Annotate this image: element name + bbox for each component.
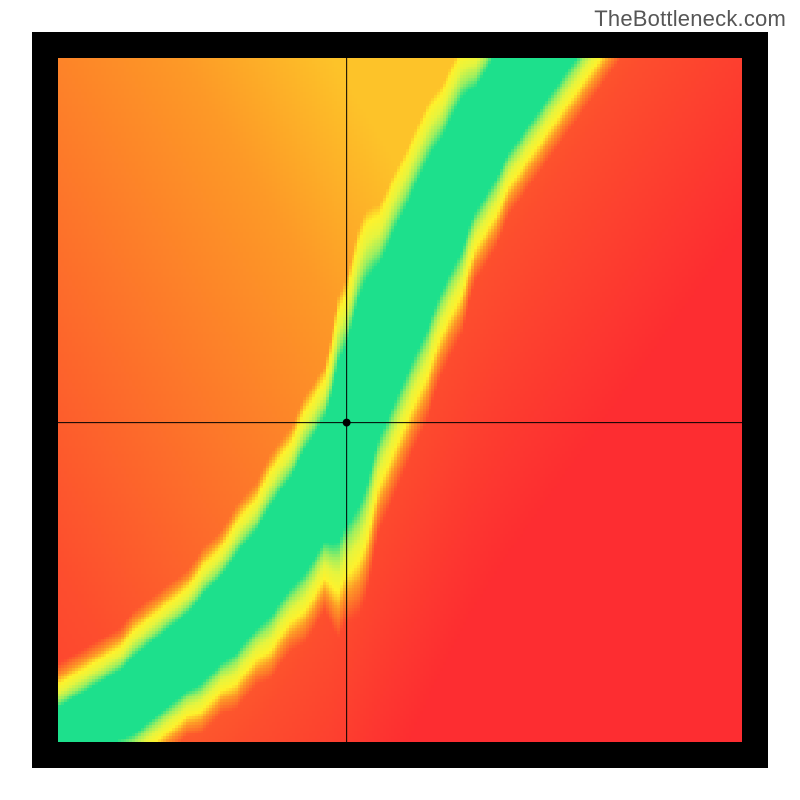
heatmap-canvas xyxy=(58,58,742,742)
watermark-text: TheBottleneck.com xyxy=(594,6,786,32)
plot-frame xyxy=(32,32,768,768)
chart-container: { "branding": { "watermark": "TheBottlen… xyxy=(0,0,800,800)
plot-area xyxy=(58,58,742,742)
